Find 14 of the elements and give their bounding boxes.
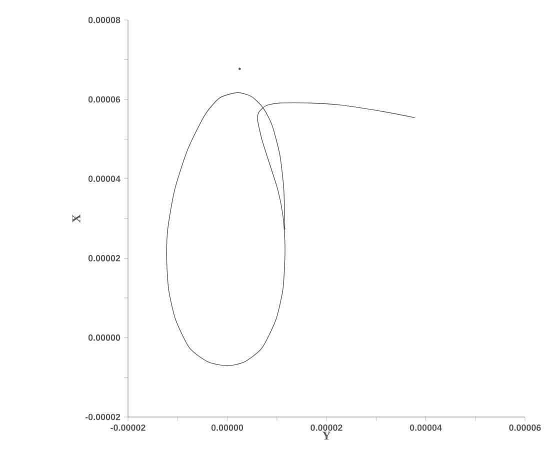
y-tick-label: 0.00006 xyxy=(88,96,120,103)
y-tick-label: 0.00002 xyxy=(88,255,120,262)
line-series xyxy=(166,92,416,366)
x-tick-label: 0.00006 xyxy=(509,424,541,431)
x-tick-label: 0.00002 xyxy=(310,424,342,431)
y-axis-title: X xyxy=(72,214,80,223)
x-axis-title: Y xyxy=(322,432,331,440)
x-tick-label: 0.00004 xyxy=(410,424,442,431)
y-tick-label: -0.00002 xyxy=(85,414,120,420)
y-tick-label: 0.00008 xyxy=(88,16,120,24)
x-tick-label: 0.00000 xyxy=(211,424,244,431)
y-tick-label: 0.00004 xyxy=(88,176,120,182)
y-tick-label: 0.00000 xyxy=(88,334,120,341)
x-tick-label: -0.00002 xyxy=(110,424,146,431)
